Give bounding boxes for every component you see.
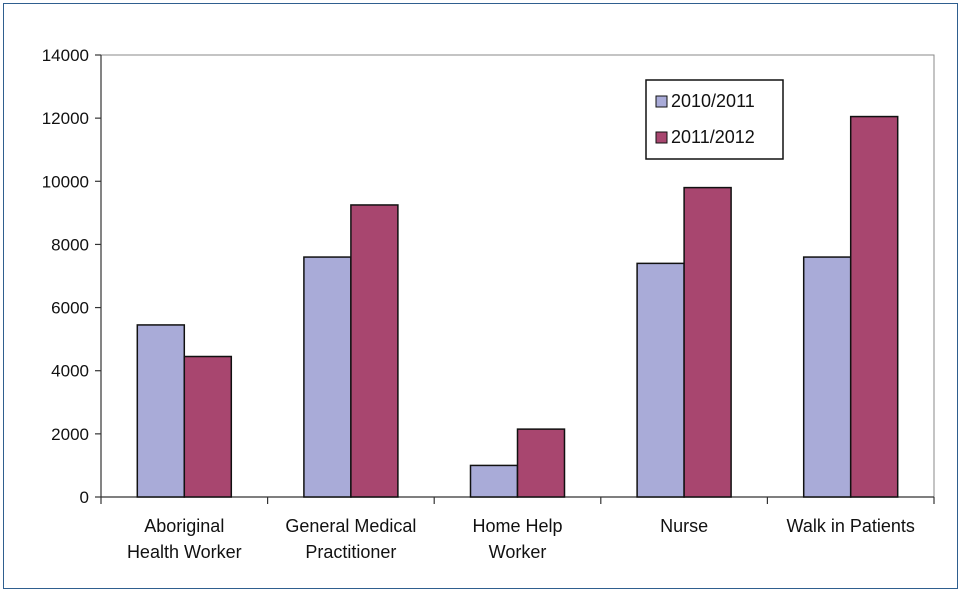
bar-2010-2011-3	[636, 262, 685, 498]
bar-2011-2012-4	[849, 115, 899, 498]
y-tick-label: 6000	[51, 299, 89, 318]
y-tick-label: 2000	[51, 425, 89, 444]
y-tick-label: 10000	[42, 172, 89, 191]
y-tick-label: 12000	[42, 109, 89, 128]
bar-2010-2011-4	[802, 256, 852, 498]
x-category-label: General Medical	[285, 516, 416, 536]
x-category-label: Practitioner	[305, 542, 396, 562]
legend-label: 2011/2012	[671, 127, 755, 147]
x-category-label: Worker	[489, 542, 547, 562]
bar-2010-2011-2	[469, 464, 519, 498]
x-category-label: Health Worker	[127, 542, 242, 562]
legend-label: 2010/2011	[671, 91, 755, 111]
bar-2010-2011-0	[136, 324, 186, 498]
bar-2011-2012-3	[683, 186, 732, 498]
x-category-label: Walk in Patients	[787, 516, 915, 536]
legend-swatch	[655, 131, 668, 144]
x-category-label: Nurse	[660, 516, 708, 536]
bar-2011-2012-0	[183, 355, 233, 498]
bar-2011-2012-2	[516, 428, 566, 498]
x-category-label: Aboriginal	[144, 516, 224, 536]
bar-2011-2012-1	[350, 204, 399, 498]
y-tick-label: 8000	[51, 235, 89, 254]
y-tick-label: 4000	[51, 362, 89, 381]
y-tick-label: 14000	[42, 46, 89, 65]
legend	[645, 79, 784, 160]
x-category-label: Home Help	[472, 516, 562, 536]
bar-2010-2011-1	[303, 256, 352, 498]
legend-swatch	[655, 95, 668, 108]
y-tick-label: 0	[80, 488, 89, 507]
